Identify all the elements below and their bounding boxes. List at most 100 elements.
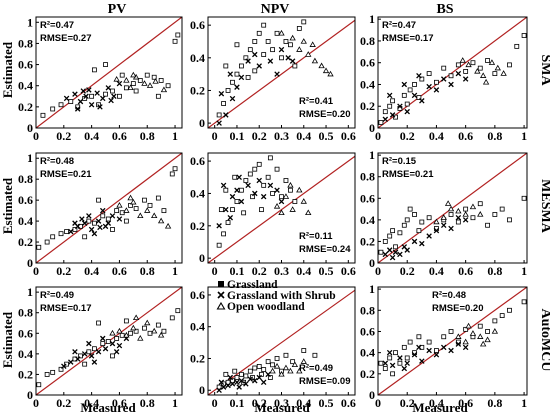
x-tick-label: 0.4 — [429, 264, 444, 278]
point-grassland — [155, 195, 161, 201]
point-grassland — [44, 239, 50, 245]
legend-square-marker — [218, 281, 224, 287]
y-tick-label: 1 — [369, 282, 375, 296]
point-grassland — [123, 85, 129, 91]
y-tick-label: 0.4 — [18, 214, 33, 228]
point-grassland-with-shrub — [234, 187, 240, 193]
point-grassland-with-shrub — [440, 222, 447, 229]
y-axis-label-row2: Estimated — [0, 177, 15, 234]
point-grassland-with-shrub — [77, 98, 84, 105]
point-grassland — [267, 375, 273, 380]
point-grassland — [223, 63, 229, 69]
point-open-woodland — [123, 331, 130, 338]
data-points — [36, 166, 178, 250]
point-grassland — [267, 155, 273, 161]
x-tick-label: 0.8 — [487, 264, 502, 278]
point-grassland — [270, 191, 275, 196]
point-grassland — [50, 234, 56, 240]
point-grassland-with-shrub — [386, 247, 393, 253]
point-open-woodland — [474, 68, 481, 74]
legend: Grassland Grassland with Shrub Open wood… — [216, 279, 336, 313]
point-open-woodland — [278, 209, 285, 216]
data-points — [378, 33, 527, 125]
point-grassland — [407, 206, 413, 212]
point-grassland — [252, 68, 258, 74]
y-tick-label: 0.4 — [18, 79, 33, 93]
y-tick-label: 0.2 — [190, 219, 205, 233]
point-open-woodland — [491, 328, 499, 334]
point-grassland-with-shrub — [88, 226, 95, 233]
point-grassland-with-shrub — [86, 213, 92, 219]
point-grassland — [92, 220, 97, 226]
data-points — [378, 299, 527, 377]
point-grassland — [133, 88, 139, 94]
y-tick-label: 0.2 — [360, 99, 375, 113]
r-squared-label: R²=0.49 — [299, 363, 333, 374]
point-grassland-with-shrub — [220, 182, 227, 189]
point-grassland — [283, 178, 289, 183]
legend-label-open-woodland: Open woodland — [227, 301, 305, 313]
point-grassland-with-shrub — [267, 58, 274, 64]
point-grassland — [247, 47, 253, 53]
point-grassland — [387, 103, 393, 109]
point-grassland — [82, 234, 88, 240]
point-grassland — [234, 375, 240, 380]
y-tick-label: 0.2 — [18, 367, 33, 381]
point-open-woodland — [116, 201, 123, 208]
point-grassland — [470, 215, 476, 221]
point-grassland — [378, 120, 384, 125]
point-grassland — [259, 207, 264, 213]
point-grassland — [419, 76, 425, 82]
point-grassland-with-shrub — [462, 217, 469, 223]
point-grassland-with-shrub — [433, 87, 440, 93]
point-grassland — [256, 364, 262, 369]
point-grassland-with-shrub — [397, 103, 403, 109]
point-grassland — [463, 326, 469, 332]
point-grassland — [492, 318, 498, 324]
point-grassland — [261, 367, 267, 372]
x-tick-label: 0.6 — [112, 129, 127, 143]
y-tick-label: 0.2 — [360, 367, 375, 381]
y-tick-label: 0.2 — [18, 100, 33, 114]
point-open-woodland — [141, 80, 148, 86]
point-grassland-with-shrub — [404, 360, 410, 366]
point-grassland — [485, 222, 490, 228]
point-grassland-with-shrub — [229, 381, 236, 387]
point-open-woodland — [282, 193, 290, 199]
x-tick-label: 1 — [521, 396, 527, 410]
point-grassland-with-shrub — [105, 85, 112, 91]
point-grassland — [175, 308, 181, 314]
point-grassland — [234, 71, 240, 77]
point-grassland — [390, 228, 396, 234]
point-open-woodland — [327, 70, 334, 77]
point-grassland-with-shrub — [216, 223, 222, 229]
point-grassland-with-shrub — [238, 377, 245, 384]
point-grassland — [64, 229, 69, 234]
y-tick-label: 0.8 — [18, 36, 33, 50]
point-grassland-with-shrub — [72, 349, 78, 355]
x-tick-label: 0.5 — [319, 396, 334, 410]
panel-automcu-npv: 0 0.1 0.2 0.3 0.4 0.5 0.6 0 0.2 0.4 0.6 R²=0.49 RMSE… — [190, 286, 356, 410]
point-grassland — [407, 87, 413, 93]
y-axis-label-row1: Estimated — [0, 41, 15, 98]
row-title-sma: SMA — [538, 54, 550, 86]
point-grassland — [390, 371, 396, 377]
point-grassland — [274, 356, 280, 361]
point-grassland — [312, 352, 318, 358]
point-open-woodland — [482, 78, 490, 85]
point-grassland-with-shrub — [411, 92, 418, 99]
x-tick-label: 0.4 — [84, 264, 99, 278]
point-grassland — [158, 78, 164, 83]
point-grassland — [250, 194, 255, 200]
point-grassland-with-shrub — [416, 344, 422, 351]
rmse-label: RMSE=0.21 — [40, 169, 92, 180]
point-open-woodland — [462, 211, 469, 217]
column-title-npv: NPV — [261, 2, 290, 17]
point-grassland — [169, 315, 175, 321]
point-grassland — [247, 171, 253, 177]
y-tick-label: 1 — [27, 15, 33, 29]
x-tick-label: 0.1 — [229, 396, 244, 410]
point-grassland-with-shrub — [72, 220, 78, 226]
point-grassland-with-shrub — [111, 93, 117, 100]
point-open-woodland — [309, 41, 316, 47]
